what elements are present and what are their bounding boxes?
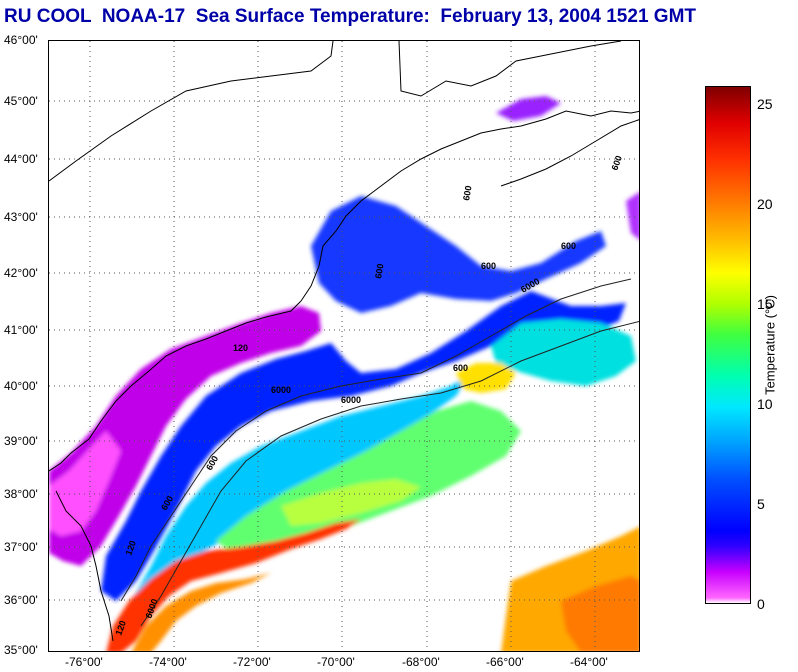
contour-label: 6000 bbox=[271, 385, 291, 395]
lat-label-39: 39°00' bbox=[4, 434, 38, 448]
colorbar-tick-25: 25 bbox=[757, 96, 773, 112]
sst-coastal-cold-band bbox=[49, 306, 321, 566]
coastlines bbox=[49, 41, 639, 642]
new-england-coast bbox=[300, 110, 639, 302]
contour-label: 600 bbox=[461, 185, 473, 202]
colorbar-tick-15: 15 bbox=[757, 296, 773, 312]
lat-label-41: 41°00' bbox=[4, 323, 38, 337]
colorbar-tick-10: 10 bbox=[757, 396, 773, 412]
contour-label: 600 bbox=[609, 154, 624, 172]
sst-east-purple bbox=[626, 192, 639, 240]
temperature-colorbar bbox=[705, 86, 751, 604]
contour-label: 120 bbox=[123, 539, 138, 557]
lon-label-74: -74°00' bbox=[149, 655, 187, 669]
lon-label-68: -68°00' bbox=[402, 655, 440, 669]
colorbar-tick-20: 20 bbox=[757, 196, 773, 212]
lon-label-72: -72°00' bbox=[233, 655, 271, 669]
state-border-line bbox=[49, 41, 334, 182]
contour-label: 6000 bbox=[341, 395, 361, 405]
contour-label: 600 bbox=[561, 241, 576, 251]
contour-label: 600 bbox=[481, 261, 496, 271]
shelf-contour-120 bbox=[120, 278, 632, 602]
lat-label-37: 37°00' bbox=[4, 540, 38, 554]
sst-map: 600 600 600 600 600 6000 600 6000 120 60… bbox=[48, 40, 640, 652]
colorbar-tick-5: 5 bbox=[757, 496, 765, 512]
slope-contour-6000 bbox=[140, 320, 639, 627]
lat-label-35: 35°00' bbox=[4, 643, 38, 657]
lat-label-40: 40°00' bbox=[4, 379, 38, 393]
lat-label-43: 43°00' bbox=[4, 210, 38, 224]
lon-label-76: -76°00' bbox=[65, 655, 103, 669]
colorbar-tick-0: 0 bbox=[757, 596, 765, 612]
sst-green-yellow-belt bbox=[281, 479, 421, 526]
colorbar-label: Temperature (°C) bbox=[762, 295, 778, 395]
contour-label: 120 bbox=[113, 619, 128, 637]
lat-label-46: 46°00' bbox=[4, 33, 38, 47]
contour-label: 600 bbox=[373, 263, 385, 280]
sst-gulf-of-maine-blue bbox=[311, 196, 606, 313]
map-title: RU COOL NOAA-17 Sea Surface Temperature:… bbox=[4, 6, 696, 27]
sst-northern-purple bbox=[496, 96, 561, 121]
lat-label-38: 38°00' bbox=[4, 487, 38, 501]
lat-label-42: 42°00' bbox=[4, 266, 38, 280]
lat-label-36: 36°00' bbox=[4, 593, 38, 607]
sst-gulf-stream-red bbox=[106, 519, 361, 651]
sst-mid-shelf-cyan bbox=[491, 319, 636, 386]
sst-inner-bay-magenta bbox=[49, 431, 121, 536]
contour-label: 120 bbox=[233, 343, 248, 353]
lon-label-66: -66°00' bbox=[486, 655, 524, 669]
contour-label: 600 bbox=[453, 363, 468, 373]
sst-warm-eddy-core bbox=[561, 576, 639, 651]
sst-gulf-stream-orange bbox=[132, 573, 271, 651]
canada-border-line bbox=[398, 41, 622, 97]
graticule bbox=[49, 41, 639, 651]
lat-label-45: 45°00' bbox=[4, 94, 38, 108]
lon-label-70: -70°00' bbox=[317, 655, 355, 669]
mid-atlantic-coast bbox=[49, 300, 302, 472]
nova-scotia-coast bbox=[500, 119, 639, 187]
sst-field bbox=[49, 96, 639, 651]
lat-label-44: 44°00' bbox=[4, 152, 38, 166]
chesapeake-coast bbox=[55, 490, 114, 642]
lon-label-64: -64°00' bbox=[570, 655, 608, 669]
sst-map-svg: 600 600 600 600 600 6000 600 6000 120 60… bbox=[49, 41, 639, 651]
